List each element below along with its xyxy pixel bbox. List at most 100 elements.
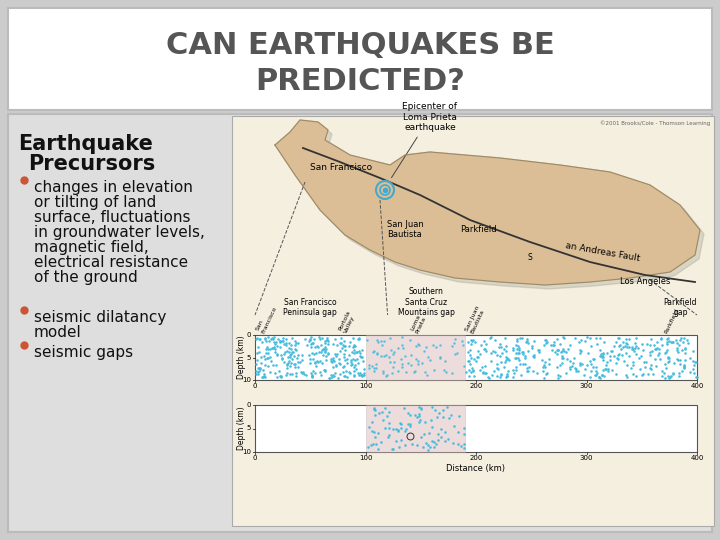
Point: [434, 352, 446, 361]
Point: [366, 441, 377, 449]
Point: [523, 363, 534, 372]
Point: [513, 345, 525, 354]
Point: [516, 370, 527, 379]
Point: [376, 352, 387, 360]
Point: [282, 361, 293, 369]
Point: [640, 358, 652, 367]
Point: [258, 373, 269, 381]
Text: San Juan
Bautista: San Juan Bautista: [465, 305, 487, 334]
Point: [685, 368, 696, 376]
Point: [578, 370, 590, 379]
Point: [338, 350, 350, 359]
Point: [251, 367, 262, 376]
Point: [655, 335, 667, 343]
Point: [654, 349, 665, 357]
Point: [437, 406, 449, 415]
Point: [384, 334, 395, 343]
Point: [323, 340, 334, 349]
Point: [626, 342, 638, 351]
Point: [366, 362, 377, 370]
Point: [412, 360, 423, 369]
Point: [465, 354, 477, 363]
Point: [373, 409, 384, 417]
Point: [418, 443, 429, 451]
Point: [332, 340, 343, 349]
Point: [364, 363, 375, 372]
Point: [341, 373, 353, 381]
Point: [587, 363, 598, 372]
Point: [269, 368, 280, 377]
Point: [351, 355, 363, 363]
Point: [513, 354, 524, 362]
Point: [513, 342, 524, 350]
Point: [678, 363, 690, 372]
Point: [428, 366, 440, 375]
Text: 100: 100: [359, 455, 372, 461]
Point: [537, 362, 549, 371]
Point: [392, 366, 403, 375]
Point: [546, 345, 557, 354]
Point: [590, 366, 602, 375]
Point: [306, 372, 318, 381]
Point: [339, 346, 351, 354]
Point: [262, 362, 274, 371]
Point: [602, 367, 613, 375]
Point: [482, 372, 494, 381]
Point: [302, 341, 313, 349]
Point: [485, 333, 497, 341]
Point: [596, 370, 608, 379]
Point: [405, 419, 416, 428]
Point: [457, 341, 469, 350]
Point: [460, 368, 472, 376]
Point: [462, 348, 474, 356]
Point: [580, 337, 591, 346]
Point: [520, 338, 531, 347]
Bar: [366, 335, 465, 380]
Point: [433, 408, 444, 417]
Point: [532, 346, 544, 355]
Point: [632, 343, 644, 352]
Point: [581, 361, 593, 369]
Text: Depth (km): Depth (km): [236, 407, 246, 450]
Point: [588, 355, 599, 363]
Point: [422, 445, 433, 454]
Point: [321, 335, 333, 344]
Point: [510, 362, 522, 371]
Point: [348, 355, 359, 363]
Point: [612, 351, 624, 360]
Point: [377, 408, 388, 416]
Point: [267, 344, 279, 353]
Point: [435, 425, 446, 434]
Point: [348, 372, 359, 380]
Point: [494, 342, 505, 351]
Point: [690, 358, 701, 367]
Point: [662, 357, 673, 366]
Point: [348, 367, 359, 376]
Point: [644, 341, 656, 349]
Point: [464, 357, 475, 366]
Point: [406, 440, 418, 448]
Point: [270, 338, 282, 347]
Point: [256, 373, 268, 382]
Text: CAN EARTHQUAKES BE: CAN EARTHQUAKES BE: [166, 31, 554, 60]
Point: [495, 342, 506, 351]
Point: [584, 356, 595, 365]
Point: [522, 339, 534, 347]
Point: [319, 343, 330, 352]
Point: [649, 345, 660, 353]
Point: [347, 334, 359, 342]
Point: [387, 350, 399, 359]
Point: [636, 340, 647, 348]
Point: [267, 361, 279, 369]
Point: [347, 343, 359, 352]
Point: [627, 357, 639, 366]
Point: [309, 358, 320, 367]
Point: [663, 374, 675, 382]
Point: [282, 360, 293, 368]
Point: [523, 347, 534, 356]
Point: [554, 340, 566, 349]
Text: Distance (km): Distance (km): [446, 464, 505, 473]
Point: [487, 371, 498, 380]
Point: [364, 423, 375, 431]
Point: [662, 333, 673, 342]
